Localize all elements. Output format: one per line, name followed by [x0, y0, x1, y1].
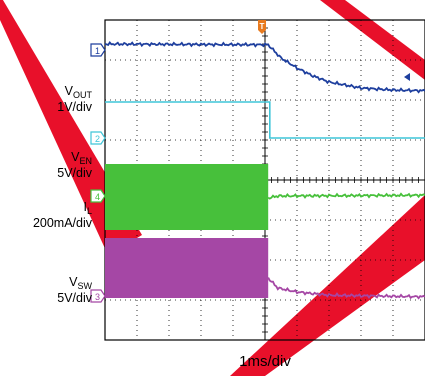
trigger-level-arrow-icon: [404, 73, 410, 81]
channel-marker-1-icon: 1: [90, 43, 106, 57]
channel-marker-label: 2: [95, 134, 100, 144]
switching-band-channel-3: [105, 238, 269, 298]
trace-channel-1: [104, 41, 425, 94]
trace-channel-3: [105, 238, 425, 300]
trace-channel-4: [105, 164, 425, 230]
trace-channel-2: [105, 101, 425, 139]
channel-label-vout: VOUT 1V/div: [57, 84, 92, 114]
channel-marker-2-icon: 2: [90, 131, 106, 145]
trigger-marker-icon: [258, 20, 266, 34]
channel-marker-label: 4: [95, 192, 100, 202]
channel-marker-label: 1: [95, 46, 100, 56]
trace-line-channel-3: [267, 277, 425, 300]
watermark-stroke-right: [230, 195, 425, 376]
channel-label-ven: VEN 5V/div: [57, 150, 92, 180]
channel-marker-4-icon: 4: [90, 189, 106, 203]
trace-line-channel-2: [105, 101, 425, 139]
trigger-marker-label: T: [260, 22, 265, 31]
channel-label-il: IL 200mA/div: [32, 200, 92, 230]
x-axis-label: 1ms/div: [239, 353, 291, 370]
switching-band-channel-4: [105, 164, 269, 230]
channel-label-vsw: VSW 5V/div: [57, 275, 92, 305]
trace-layer: [104, 41, 425, 300]
trace-line-channel-1: [104, 41, 425, 94]
channel-marker-3-icon: 3: [90, 289, 106, 303]
trace-line-channel-4: [267, 192, 425, 200]
channel-marker-label: 3: [95, 292, 100, 302]
channel-markers: 1 2 4 3: [90, 43, 106, 303]
